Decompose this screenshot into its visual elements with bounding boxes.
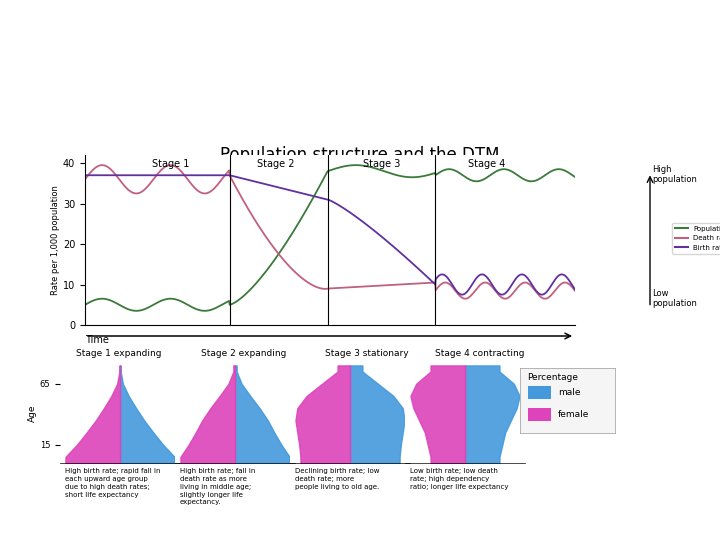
Text: Population structure and the DTM: Population structure and the DTM xyxy=(220,146,500,164)
Text: Stage 1 expanding: Stage 1 expanding xyxy=(76,349,161,359)
Text: Stage 2 expanding: Stage 2 expanding xyxy=(201,349,286,359)
Text: Stage 1: Stage 1 xyxy=(152,159,189,169)
Legend: Population, Death rate, Birth rate: Population, Death rate, Birth rate xyxy=(672,223,720,254)
Text: High birth rate; rapid fall in
each upward age group
due to high death rates;
sh: High birth rate; rapid fall in each upwa… xyxy=(65,469,161,498)
Text: Stage 2: Stage 2 xyxy=(257,159,295,169)
Text: Time: Time xyxy=(85,335,109,345)
Y-axis label: Age: Age xyxy=(28,404,37,422)
Text: How do Demographic Transition Models work
with Population Pyramids?: How do Demographic Transition Models wor… xyxy=(94,24,626,71)
Y-axis label: Rate per 1,000 population: Rate per 1,000 population xyxy=(51,185,60,295)
Text: Low
population: Low population xyxy=(652,288,697,308)
Bar xyxy=(528,408,552,421)
Text: Declining birth rate; low
death rate; more
people living to old age.: Declining birth rate; low death rate; mo… xyxy=(295,469,379,490)
Text: Stage 3 stationary: Stage 3 stationary xyxy=(325,349,409,359)
Text: female: female xyxy=(558,410,590,419)
Text: Percentage: Percentage xyxy=(528,373,579,382)
Text: Low birth rate; low death
rate; high dependency
ratio; longer life expectancy: Low birth rate; low death rate; high dep… xyxy=(410,469,508,490)
Text: High
population: High population xyxy=(652,165,697,184)
Text: male: male xyxy=(558,388,580,397)
Text: Stage 4 contracting: Stage 4 contracting xyxy=(435,349,524,359)
Text: Stage 4: Stage 4 xyxy=(468,159,505,169)
Text: Stage 3: Stage 3 xyxy=(363,159,400,169)
Bar xyxy=(528,386,552,399)
Text: High birth rate; fall in
death rate as more
living in middle age;
slightly longe: High birth rate; fall in death rate as m… xyxy=(180,469,256,505)
